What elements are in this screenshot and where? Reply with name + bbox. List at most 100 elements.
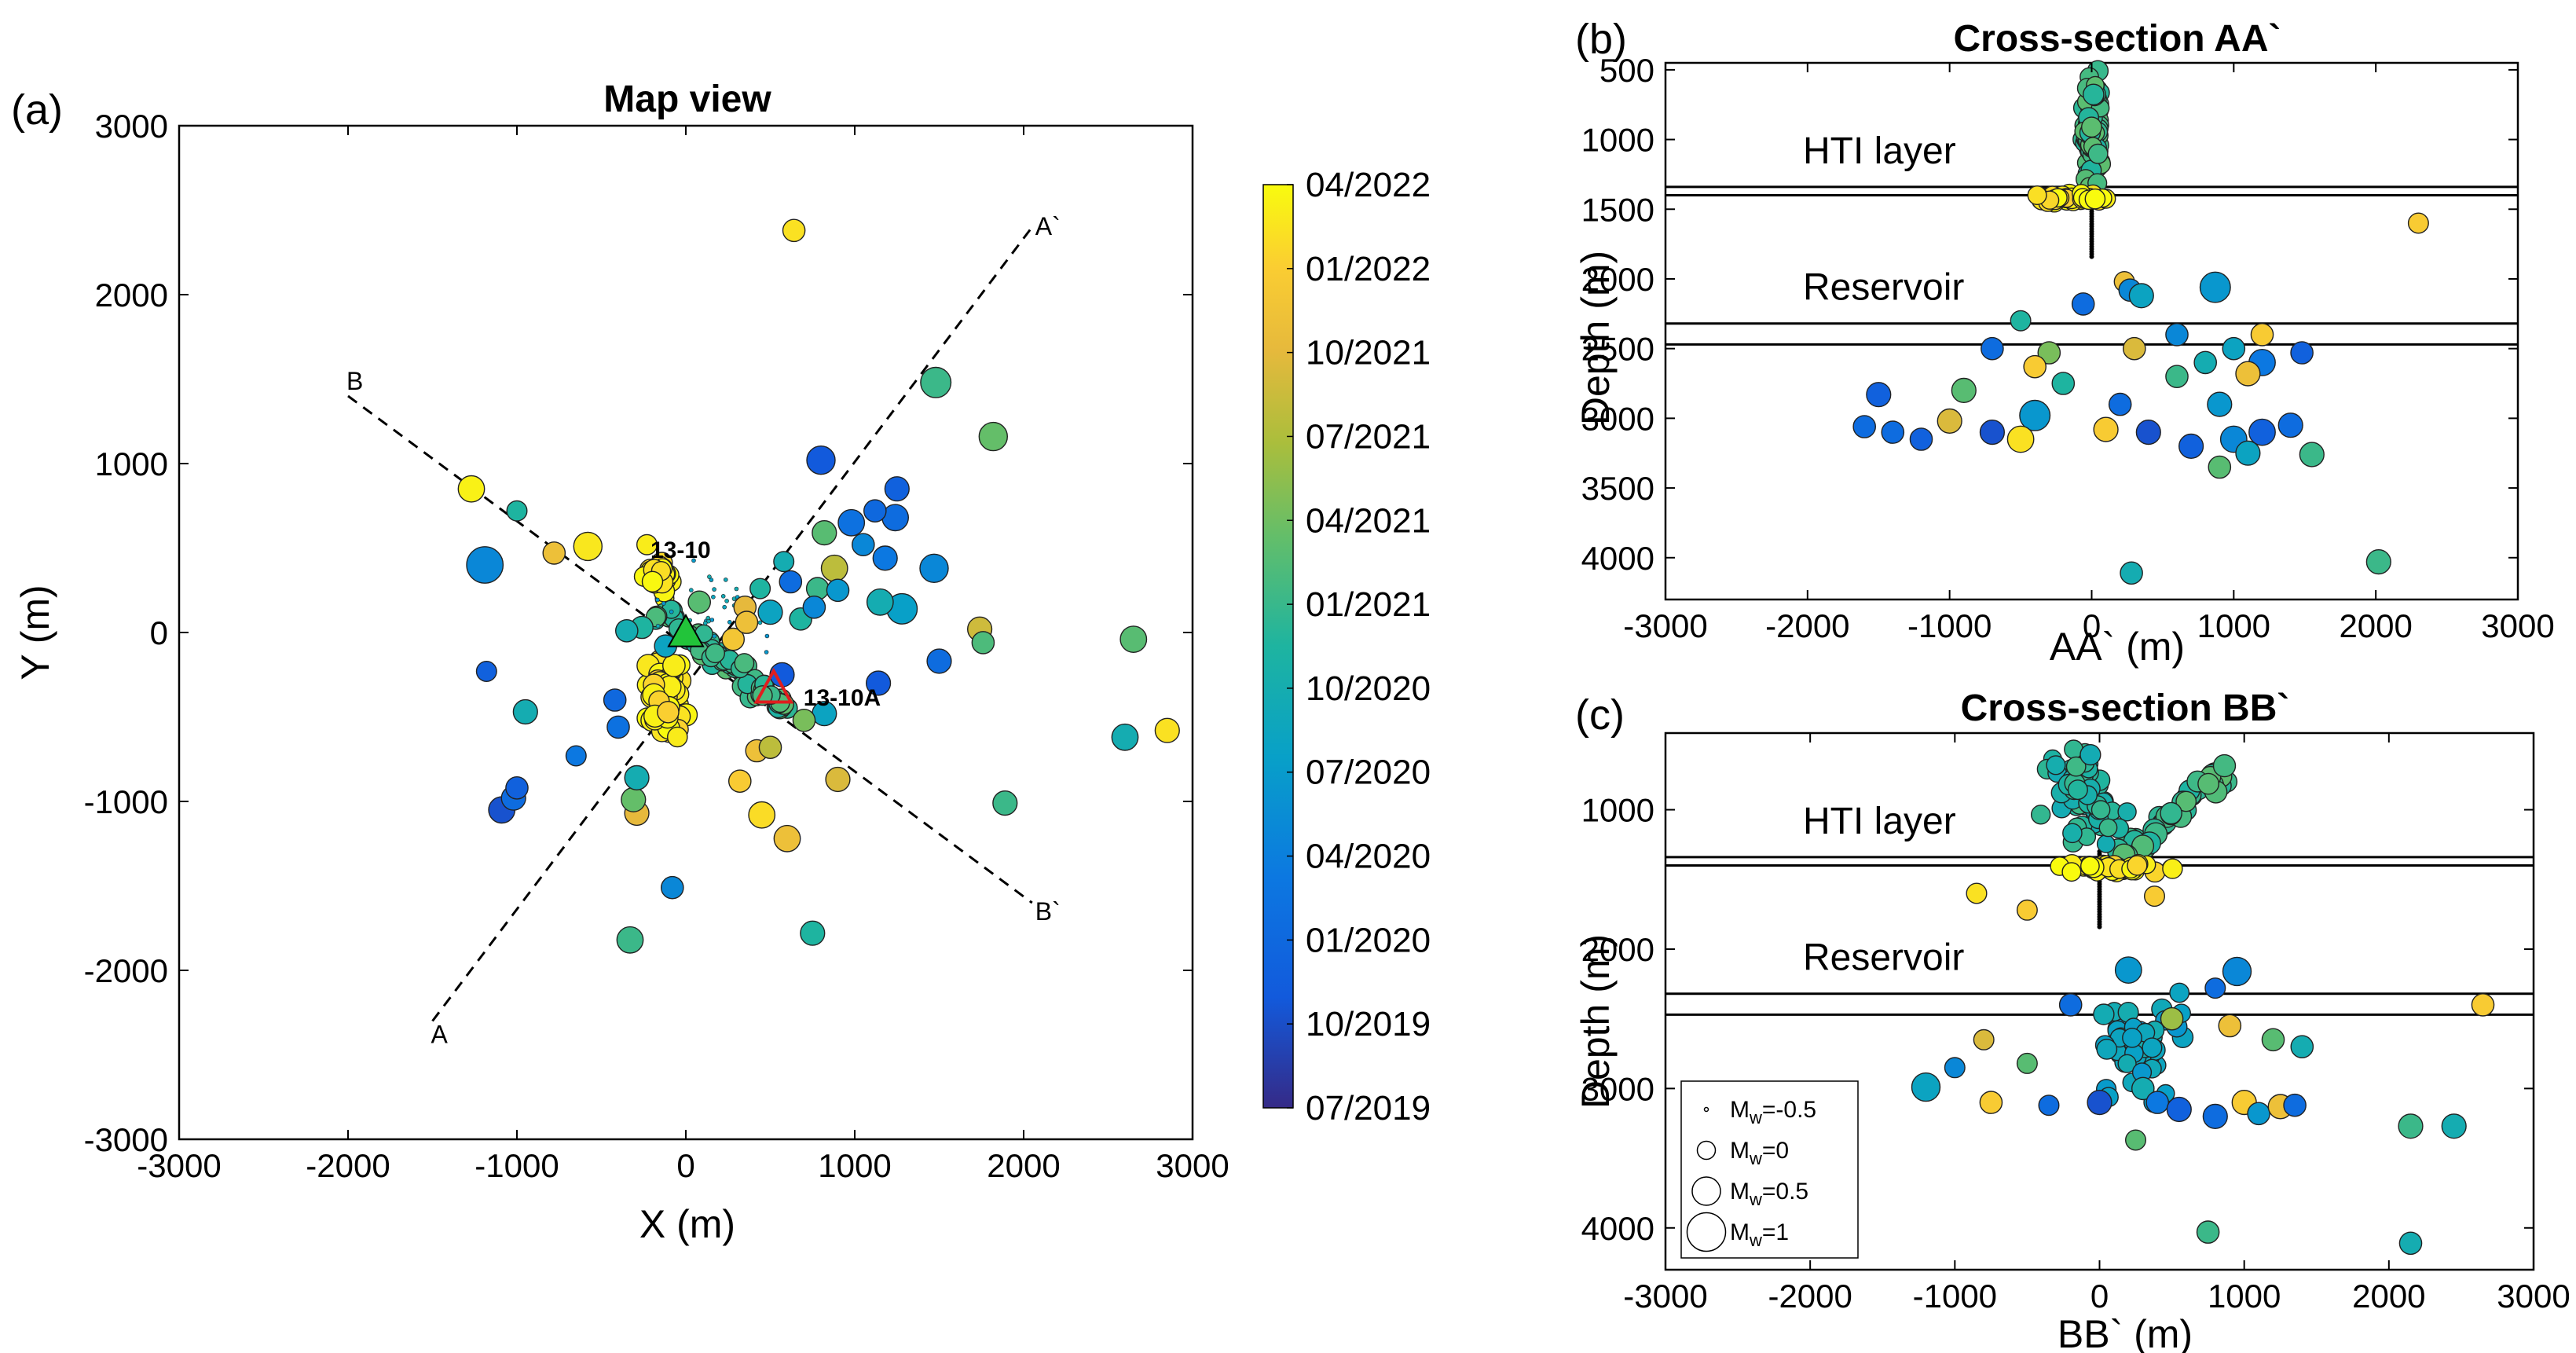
panel-a-label: (a) xyxy=(11,86,63,134)
panel-c-xtick-label: 3000 xyxy=(2497,1278,2570,1314)
map-tiny-events-point xyxy=(712,587,716,592)
panel-b-ytick-label: 4000 xyxy=(1581,540,1654,577)
panel-c-event-point xyxy=(2222,956,2252,987)
panel-c-event-point xyxy=(2143,886,2165,908)
panel-a-ytick-label: 2000 xyxy=(95,277,168,314)
profile-line-AA` xyxy=(431,226,1033,1022)
map-lower-yellow-cluster-point xyxy=(657,701,680,724)
panel-a-xtick-label: 0 xyxy=(676,1147,694,1184)
panel-a-plot-area: A A` B B` 13-10 13-10A -3000 -2000 -1000 0 1000 200… xyxy=(84,108,1229,1184)
panel-c-event-point xyxy=(2087,1089,2112,1116)
panel-b-event-point xyxy=(2093,416,2119,442)
legend-subscript: w xyxy=(1749,1108,1762,1128)
panel-b-event-point xyxy=(1951,377,1977,403)
panel-b-ytick-label: 3500 xyxy=(1581,470,1654,507)
map-tiny-events-point xyxy=(734,586,739,592)
panel-b-title: Cross-section AA` xyxy=(1954,18,2281,60)
panel-c-xtick-label: -3000 xyxy=(1623,1278,1707,1314)
map-tiny-events-point xyxy=(688,588,694,592)
map-tiny-events-point xyxy=(655,597,660,603)
panel-c-rising-branch-point xyxy=(2175,790,2197,812)
panel-b-event-point xyxy=(2135,419,2161,446)
panel-b-event-point xyxy=(2208,455,2232,479)
legend-suffix: =1 xyxy=(1762,1219,1789,1245)
map-event-point xyxy=(866,588,894,616)
map-tiny-events-point xyxy=(661,601,666,606)
panel-b-event-point xyxy=(2128,283,2154,309)
panel-c-hti-yellow-band-point xyxy=(2162,858,2183,879)
legend-entry-label: Mw=-0.5 xyxy=(1730,1097,1816,1128)
panel-c-event-point xyxy=(2058,993,2083,1017)
panel-b-ytick-label: 1500 xyxy=(1581,191,1654,228)
legend-prefix: M xyxy=(1730,1138,1750,1164)
colorbar-tick-label: 01/2020 xyxy=(1306,921,1431,959)
panel-c-ytick-label: 4000 xyxy=(1581,1210,1654,1247)
panel-b-event-point xyxy=(2051,372,2076,395)
panel-c-event-point xyxy=(2398,1113,2424,1139)
panel-c-lower-column-point xyxy=(2093,1003,2115,1025)
map-tiny-events-point xyxy=(702,621,708,625)
map-tiny-events-point xyxy=(706,618,711,624)
map-event-point xyxy=(852,533,875,557)
panel-c-title: Cross-section BB` xyxy=(1961,688,2290,729)
map-event-point xyxy=(721,627,746,651)
colorbar-tick-label: 10/2019 xyxy=(1306,1005,1431,1043)
panel-b-xtick-label: 0 xyxy=(2083,607,2101,644)
panel-c-event-point xyxy=(1979,1091,2003,1114)
panel-c-event-point xyxy=(2196,1220,2220,1244)
panel-c-upper-column-point xyxy=(2090,800,2111,820)
map-event-point xyxy=(735,610,759,634)
map-event-point xyxy=(992,790,1018,816)
map-event-point xyxy=(863,499,887,523)
panel-c-event-point xyxy=(2398,1231,2423,1256)
map-event-point xyxy=(457,475,486,503)
panel-b-hti-yellow-band-point xyxy=(2027,185,2047,205)
panel-c-event-point xyxy=(2261,1028,2285,1052)
panel-c-event-point xyxy=(2016,899,2038,921)
profile-start-label: B xyxy=(346,367,363,395)
panel-b-event-point xyxy=(1852,415,1876,438)
map-event-point xyxy=(606,715,630,739)
map-event-point xyxy=(621,786,647,812)
well-label: 13-10A xyxy=(804,685,881,711)
panel-c-hti-yellow-band-point xyxy=(2061,862,2082,882)
panel-a-xtick-label: -3000 xyxy=(137,1147,221,1184)
map-tiny-events-point xyxy=(707,574,712,579)
panel-b-event-point xyxy=(1979,419,2005,446)
legend-subscript: w xyxy=(1749,1190,1762,1209)
panel-c-lower-column-point xyxy=(2117,1054,2137,1073)
panel-b-event-point xyxy=(1881,420,1905,444)
colorbar-bar xyxy=(1262,184,1294,1109)
map-lower-yellow-cluster-point xyxy=(662,654,686,677)
panel-b-event-point xyxy=(2222,336,2246,361)
colorbar-tick-label: 04/2022 xyxy=(1306,166,1431,204)
panel-c-event-point xyxy=(2471,993,2495,1017)
panel-b-xtick-label: 3000 xyxy=(2481,607,2554,644)
colorbar-tick-label: 07/2021 xyxy=(1306,417,1431,456)
panel-c-upper-column-point xyxy=(2046,755,2066,776)
panel-a-title: Map view xyxy=(603,79,771,120)
panel-c-lower-column-point xyxy=(2142,1037,2163,1058)
panel-b-event-point xyxy=(2023,354,2047,379)
panel-b-xtick-label: 1000 xyxy=(2197,607,2270,644)
panel-c-well-sensor-dot xyxy=(2097,924,2102,930)
panel-b-event-point xyxy=(2019,399,2051,431)
panel-b-event-point xyxy=(2299,442,2325,468)
panel-c-upper-column-point xyxy=(2096,834,2116,853)
panel-b-event-point xyxy=(2108,392,2132,416)
map-tiny-events-point xyxy=(720,593,726,599)
map-event-point xyxy=(773,824,801,852)
panel-a-xtick-label: -2000 xyxy=(306,1147,390,1184)
map-event-point xyxy=(728,769,752,794)
panel-b-layer-label: HTI layer xyxy=(1803,130,1956,172)
colorbar-tick-label: 10/2020 xyxy=(1306,669,1431,708)
map-event-point xyxy=(757,600,783,625)
panel-c-event-point xyxy=(2166,1096,2192,1123)
panel-b-ytick-label: 1000 xyxy=(1581,122,1654,159)
legend-entry-label: Mw=0 xyxy=(1730,1138,1789,1168)
map-event-point xyxy=(542,541,566,565)
legend-marker xyxy=(1686,1212,1727,1252)
panel-c-event-point xyxy=(1966,882,1988,904)
panel-c-xtick-label: 1000 xyxy=(2208,1278,2281,1314)
map-event-point xyxy=(636,534,658,556)
